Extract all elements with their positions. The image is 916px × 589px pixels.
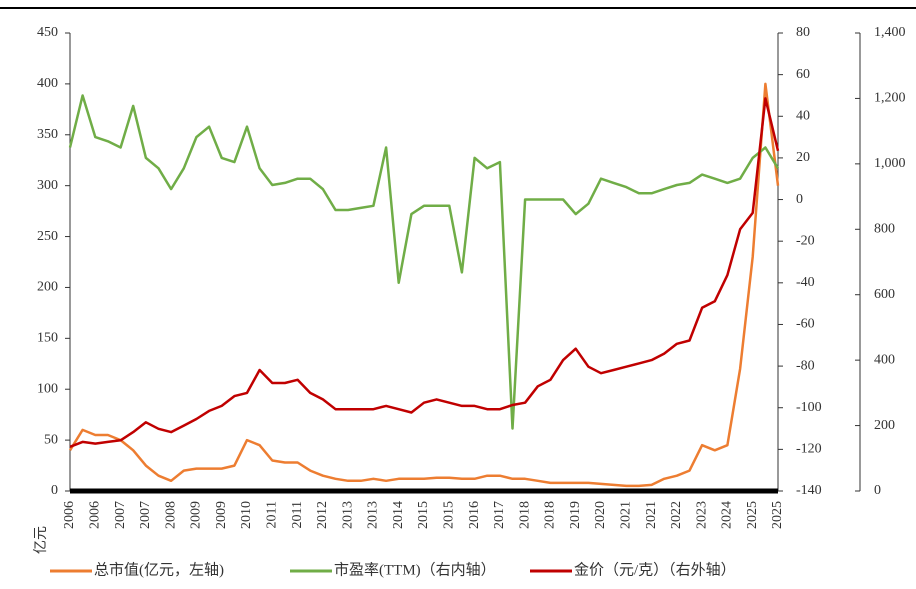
y-tick-label: 300 <box>37 178 58 193</box>
y2-tick-label: -60 <box>796 317 815 332</box>
y3-tick-label: 200 <box>874 418 895 433</box>
y3-tick-label: 1,400 <box>874 25 906 40</box>
y2-tick-label: -140 <box>796 483 822 498</box>
x-tick-label: 2006 <box>88 501 103 529</box>
x-tick-label: 2018 <box>543 501 558 529</box>
series-line <box>68 94 780 430</box>
x-tick-label: 2016 <box>467 501 482 529</box>
y-tick-label: 200 <box>37 280 58 295</box>
legend-label: 金价（元/克）（右外轴） <box>574 561 736 578</box>
series-line <box>69 97 780 448</box>
x-tick-label: 2013 <box>366 501 381 529</box>
x-tick-label: 2009 <box>214 501 229 529</box>
x-tick-label: 2024 <box>720 501 735 529</box>
x-tick-label: 2021 <box>619 501 634 529</box>
x-tick-label: 2025 <box>745 501 760 529</box>
x-tick-label: 2009 <box>189 501 204 529</box>
x-tick-label: 2011 <box>265 501 280 528</box>
x-tick-label: 2008 <box>163 501 178 529</box>
x-tick-label: 2020 <box>593 501 608 529</box>
y-tick-label: 350 <box>37 127 58 142</box>
x-tick-label: 2018 <box>517 501 532 529</box>
y-tick-label: 0 <box>51 483 58 498</box>
y2-tick-label: 20 <box>796 150 810 165</box>
x-tick-label: 2011 <box>290 501 305 528</box>
x-tick-label: 2025 <box>770 501 785 529</box>
legend-label: 市盈率(TTM)（右内轴） <box>334 561 496 578</box>
x-tick-label: 2007 <box>113 501 128 529</box>
y3-tick-label: 600 <box>874 287 895 302</box>
y-tick-label: 50 <box>44 432 58 447</box>
legend-label: 总市值(亿元，左轴) <box>94 561 224 578</box>
x-tick-label: 2014 <box>391 501 406 529</box>
y2-tick-label: -20 <box>796 233 815 248</box>
y-tick-label: 450 <box>37 25 58 40</box>
x-tick-label: 2010 <box>239 501 254 529</box>
y-tick-label: 400 <box>37 76 58 91</box>
y-tick-label: 150 <box>37 331 58 346</box>
x-tick-label: 2015 <box>416 501 431 529</box>
y3-tick-label: 400 <box>874 352 895 367</box>
y-tick-label: 250 <box>37 229 58 244</box>
x-tick-label: 2019 <box>568 501 583 529</box>
x-tick-label: 2015 <box>442 501 457 529</box>
y-tick-label: 100 <box>37 381 58 396</box>
y2-tick-label: -100 <box>796 400 822 415</box>
x-tick-label: 2022 <box>669 501 684 529</box>
y2-tick-label: 60 <box>796 67 810 82</box>
x-tick-label: 2007 <box>138 501 153 529</box>
x-tick-label: 2021 <box>644 501 659 529</box>
series-line <box>68 82 780 488</box>
x-tick-label: 2023 <box>694 501 709 529</box>
y3-tick-label: 800 <box>874 222 895 237</box>
y2-tick-label: -40 <box>796 275 815 290</box>
x-tick-label: 2013 <box>340 501 355 529</box>
x-tick-label: 2012 <box>315 501 330 529</box>
y3-tick-label: 1,200 <box>874 91 906 106</box>
y2-tick-label: -80 <box>796 358 815 373</box>
y3-tick-label: 1,000 <box>874 156 906 171</box>
x-tick-label: 2017 <box>492 501 507 529</box>
y-axis-label: 亿元 <box>33 526 49 554</box>
x-tick-label: 2006 <box>62 501 77 529</box>
y2-tick-label: -120 <box>796 442 822 457</box>
y2-tick-label: 40 <box>796 108 810 123</box>
y2-tick-label: 0 <box>796 192 803 207</box>
y3-tick-label: 0 <box>874 483 881 498</box>
y2-tick-label: 80 <box>796 25 810 40</box>
